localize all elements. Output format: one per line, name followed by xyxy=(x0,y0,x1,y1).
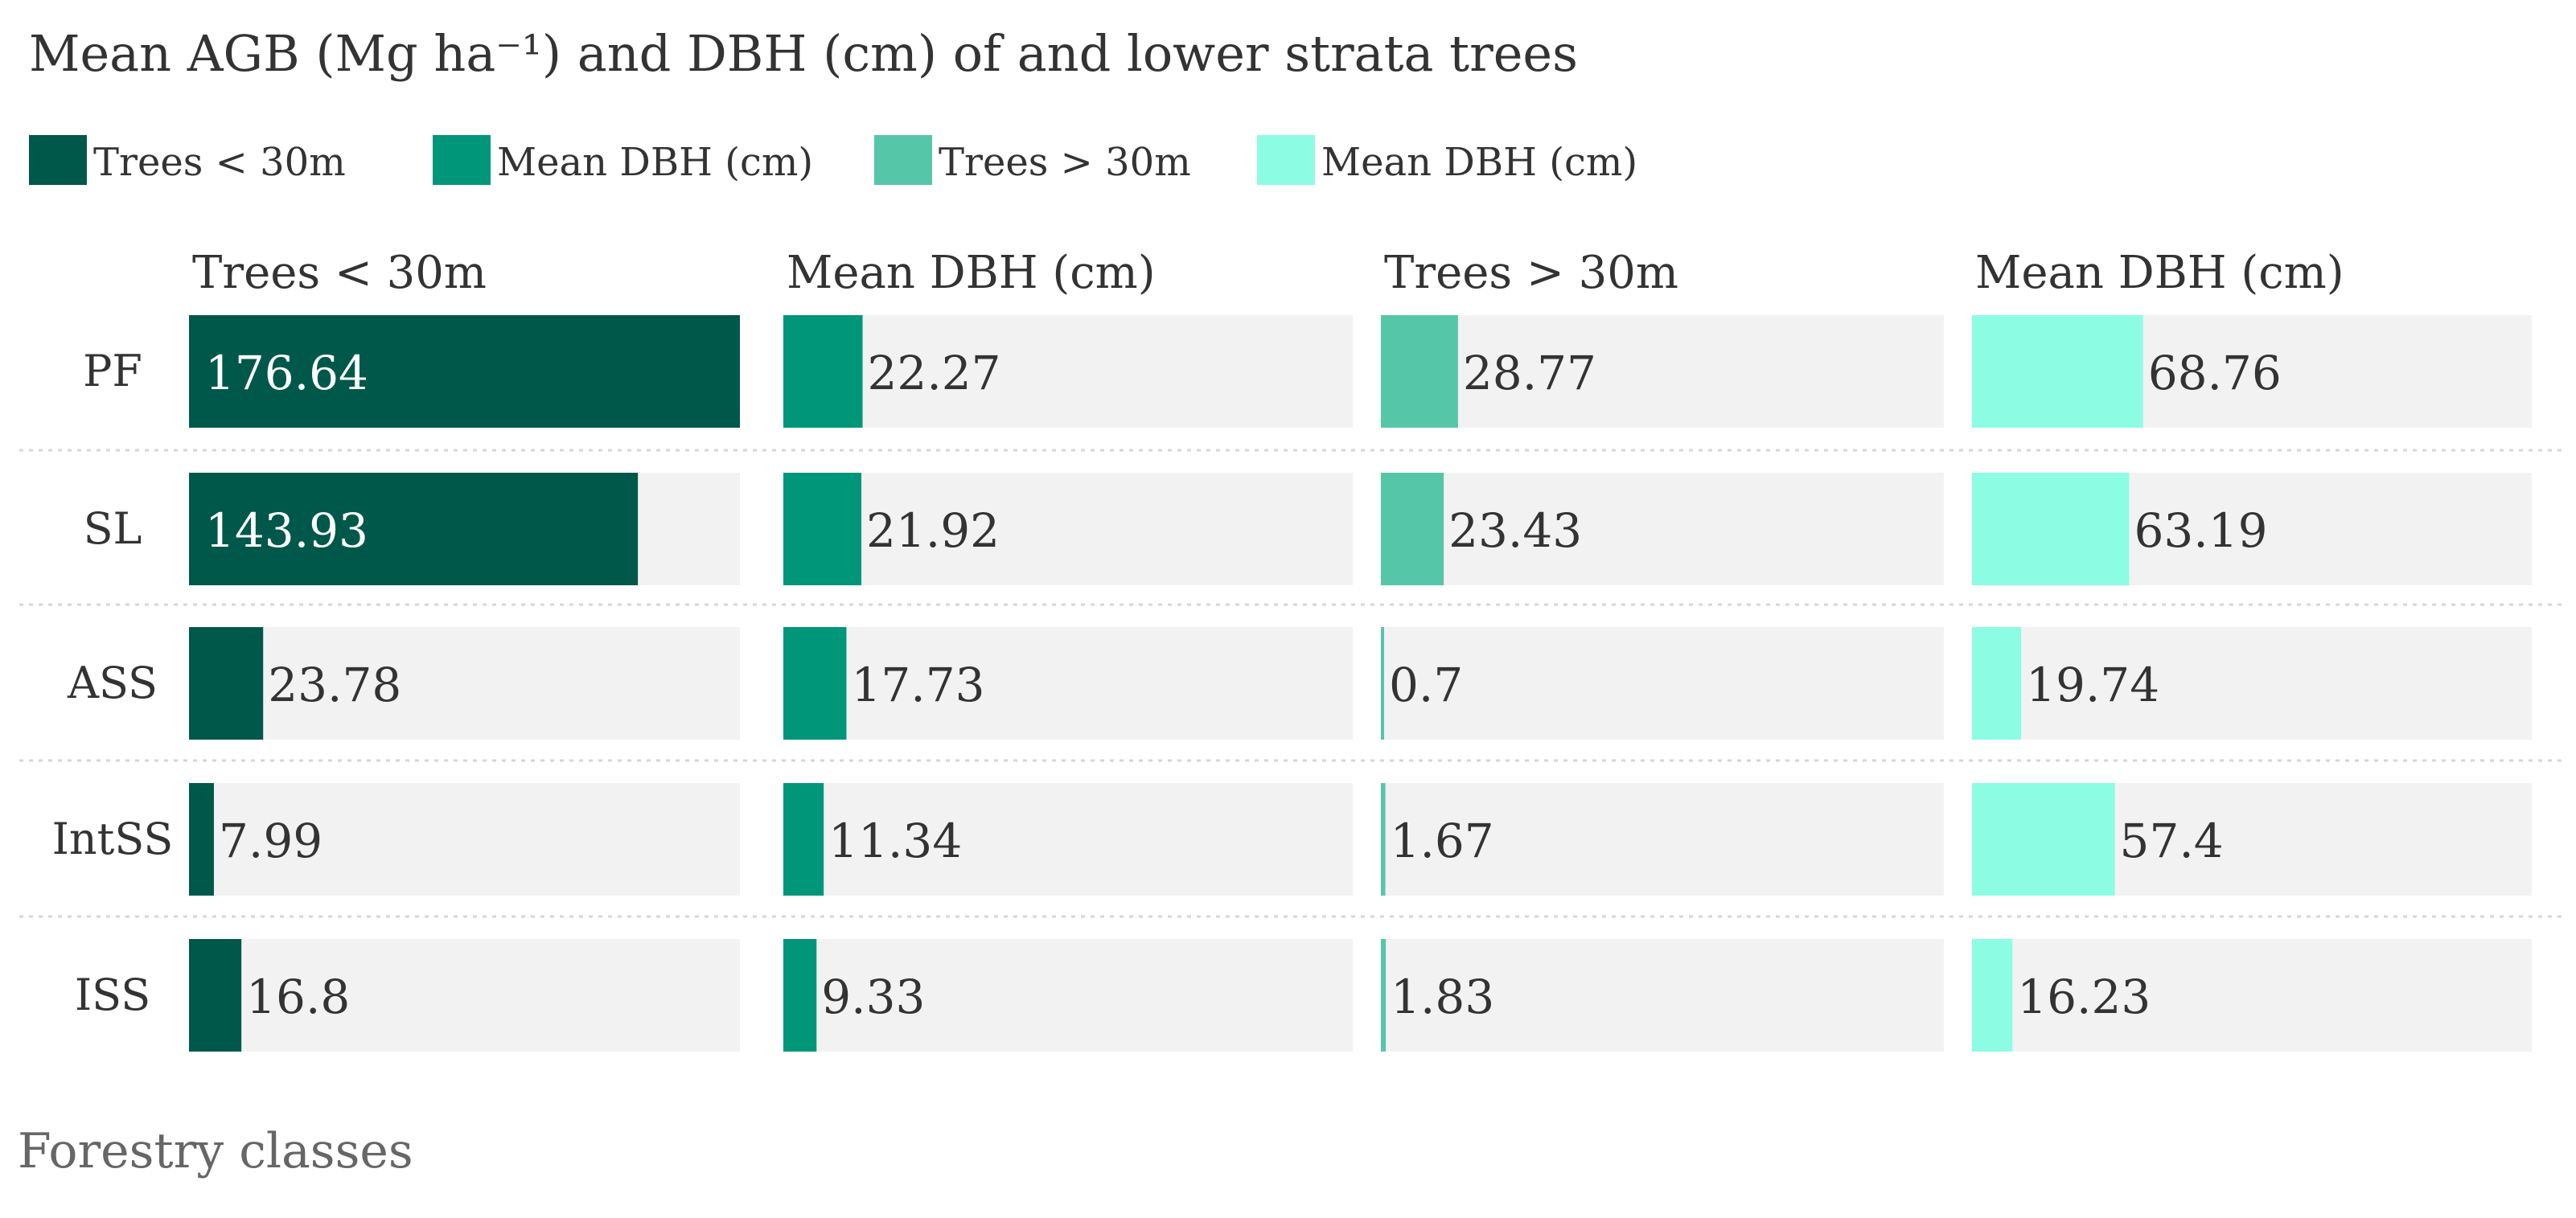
bar-intss-3 xyxy=(1381,783,1386,896)
value-label-ass-2: 17.73 xyxy=(851,658,984,712)
value-label-iss-3: 1.83 xyxy=(1391,970,1494,1024)
panel-header-4: Mean DBH (cm) xyxy=(1975,247,2344,299)
bar-track xyxy=(783,315,1353,428)
bar-track xyxy=(189,627,740,740)
bar-ass-4 xyxy=(1972,627,2022,740)
bar-sl-4 xyxy=(1972,473,2130,585)
bar-rows: PF 176.64 22.27 28.77 68.76 SL 143.93 21.92 23.4… xyxy=(19,315,2562,1052)
value-label-sl-3: 23.43 xyxy=(1448,503,1582,558)
bar-track xyxy=(783,473,1353,585)
category-label-iss: ISS xyxy=(75,970,150,1020)
bar-track xyxy=(189,783,740,896)
bar-iss-1 xyxy=(189,939,242,1052)
value-label-iss-1: 16.8 xyxy=(246,970,350,1024)
bar-track xyxy=(1972,939,2532,1052)
panel-header-1: Trees < 30m xyxy=(192,247,487,299)
bar-track xyxy=(189,939,740,1052)
panel-header-3: Trees > 30m xyxy=(1384,247,1678,299)
category-label-sl: SL xyxy=(84,503,142,554)
bar-track xyxy=(1381,939,1944,1052)
legend-label-2: Mean DBH (cm) xyxy=(497,140,813,185)
legend-swatch-3 xyxy=(874,135,932,185)
bar-ass-3 xyxy=(1381,627,1384,740)
bar-track xyxy=(783,939,1353,1052)
category-label-ass: ASS xyxy=(67,658,158,708)
bar-pf-4 xyxy=(1972,315,2143,428)
bar-track xyxy=(1381,627,1944,740)
bar-pf-1 xyxy=(189,315,740,428)
value-label-pf-4: 68.76 xyxy=(2148,346,2282,400)
bar-track xyxy=(783,783,1353,896)
value-label-ass-1: 23.78 xyxy=(268,658,401,712)
bar-ass-2 xyxy=(783,627,847,740)
legend-swatch-2 xyxy=(433,135,491,185)
bar-intss-4 xyxy=(1972,783,2115,896)
bar-iss-3 xyxy=(1381,939,1387,1052)
value-label-pf-1: 176.64 xyxy=(205,346,368,400)
value-label-sl-2: 21.92 xyxy=(866,503,1000,558)
bar-intss-2 xyxy=(783,783,824,896)
bar-sl-2 xyxy=(783,473,861,585)
legend: Trees < 30m Mean DBH (cm) Trees > 30m Mean … xyxy=(29,135,1637,185)
category-label-pf: PF xyxy=(83,346,142,396)
value-label-intss-3: 1.67 xyxy=(1391,814,1494,868)
bar-pf-3 xyxy=(1381,315,1458,428)
bar-track xyxy=(783,627,1353,740)
bar-intss-1 xyxy=(189,783,214,896)
legend-swatch-1 xyxy=(29,135,87,185)
panel-headers: Trees < 30m Mean DBH (cm) Trees > 30m Mean … xyxy=(192,247,2344,299)
chart-title: Mean AGB (Mg ha⁻¹) and DBH (cm) of and l… xyxy=(29,24,1578,83)
axis-label-forestry-classes: Forestry classes xyxy=(18,1123,413,1179)
bar-iss-2 xyxy=(783,939,817,1052)
legend-swatch-4 xyxy=(1257,135,1315,185)
bar-track xyxy=(1381,473,1944,585)
value-label-ass-4: 19.74 xyxy=(2026,658,2159,712)
bar-sl-3 xyxy=(1381,473,1444,585)
panel-header-2: Mean DBH (cm) xyxy=(787,247,1156,299)
bar-pf-2 xyxy=(783,315,863,428)
bar-sl-1 xyxy=(189,473,639,585)
value-label-intss-2: 11.34 xyxy=(828,814,962,868)
value-label-pf-3: 28.77 xyxy=(1463,346,1596,400)
value-label-intss-4: 57.4 xyxy=(2120,814,2224,868)
bar-track xyxy=(1972,627,2532,740)
value-label-ass-3: 0.7 xyxy=(1389,658,1463,712)
bar-track xyxy=(1381,783,1944,896)
value-label-intss-1: 7.99 xyxy=(219,814,323,868)
legend-label-3: Trees > 30m xyxy=(939,140,1191,185)
bar-iss-4 xyxy=(1972,939,2013,1052)
category-label-intss: IntSS xyxy=(52,814,174,864)
value-label-iss-4: 16.23 xyxy=(2017,970,2151,1024)
value-label-sl-4: 63.19 xyxy=(2134,503,2267,558)
value-label-pf-2: 22.27 xyxy=(868,346,1001,400)
legend-label-4: Mean DBH (cm) xyxy=(1321,140,1637,185)
legend-label-1: Trees < 30m xyxy=(93,140,346,185)
value-label-iss-2: 9.33 xyxy=(821,970,925,1024)
bar-ass-1 xyxy=(189,627,264,740)
value-label-sl-1: 143.93 xyxy=(205,503,368,558)
bar-track xyxy=(1381,315,1944,428)
